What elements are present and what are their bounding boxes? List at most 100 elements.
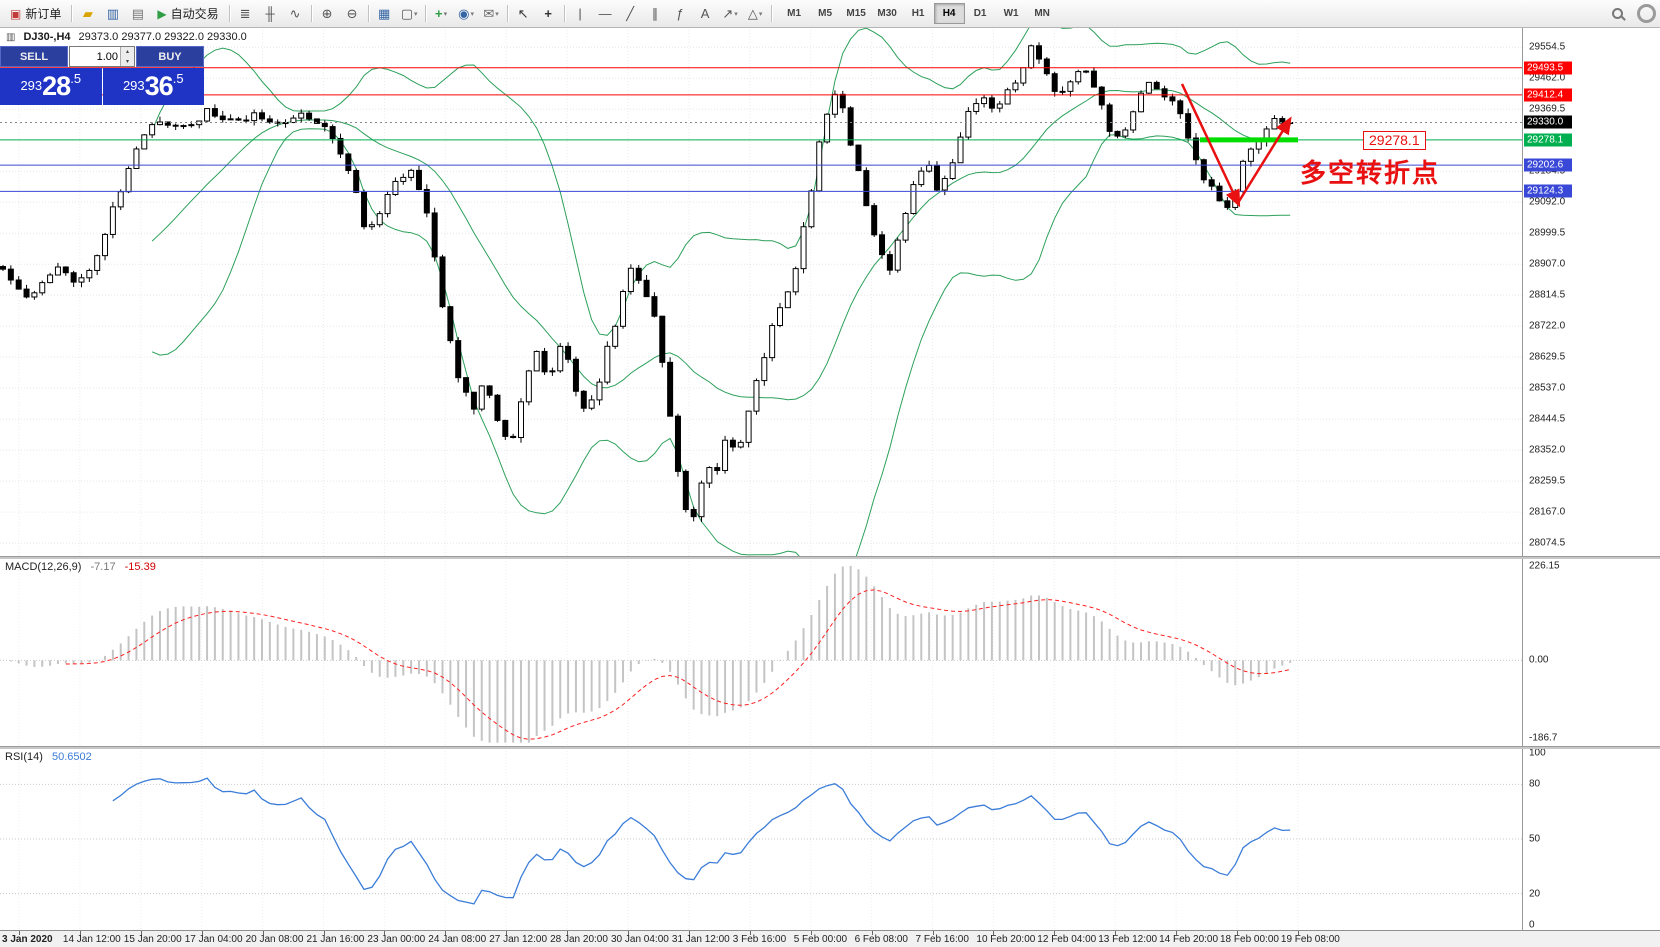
volume-input[interactable] xyxy=(70,47,120,66)
arrows-tool-icon[interactable]: ↗ ▾ xyxy=(722,5,738,21)
search-icon[interactable] xyxy=(1611,7,1625,21)
time-tick xyxy=(1115,931,1117,935)
horizontal-line-icon[interactable]: — xyxy=(598,6,612,21)
time-axis-label: 14 Jan 12:00 xyxy=(62,934,121,945)
price-digits: .5 xyxy=(70,71,82,86)
rsi-value: 50.6502 xyxy=(51,751,92,763)
macd-name: MACD(12,26,9) xyxy=(5,561,82,573)
price-axis-label: 28074.5 xyxy=(1529,537,1566,549)
candlestick-chart-type-icon[interactable]: ╫ xyxy=(265,6,275,21)
rsi-panel-canvas[interactable] xyxy=(0,748,1522,930)
toolbar-right-group xyxy=(1611,0,1656,27)
buy-price-display[interactable]: 29336.5 xyxy=(102,68,204,105)
time-axis-label: 13 Feb 12:00 xyxy=(1098,934,1158,945)
time-tick xyxy=(384,931,386,935)
time-axis-label: 5 Feb 00:00 xyxy=(793,934,848,945)
macd-main-value: -7.17 xyxy=(90,561,116,573)
macd-panel-canvas[interactable] xyxy=(0,558,1522,746)
timeframe-m30[interactable]: M30 xyxy=(877,8,897,19)
timeframe-h1[interactable]: H1 xyxy=(911,8,925,19)
time-tick xyxy=(79,931,81,935)
volume-up-button[interactable]: ▴ xyxy=(121,47,134,57)
price-axis[interactable]: 29554.529462.029369.529277.029184.529092… xyxy=(1522,27,1660,931)
price-annotation-box[interactable]: 29278.1 xyxy=(1363,131,1426,150)
time-axis-label: 28 Jan 20:00 xyxy=(550,934,608,945)
time-axis[interactable]: 3 Jan 2020 14 Jan 12:00 15 Jan 20:00 17 Jan… xyxy=(0,930,1660,947)
rsi-line xyxy=(112,777,1291,905)
new-order-icon: ▣ xyxy=(10,6,22,21)
community-icon[interactable] xyxy=(1637,4,1656,23)
time-tick xyxy=(445,931,447,935)
time-axis-label: 15 Jan 20:00 xyxy=(123,934,182,945)
timeframe-m1[interactable]: M1 xyxy=(787,8,802,19)
timeframe-m5[interactable]: M5 xyxy=(818,8,833,19)
crosshair-icon[interactable]: + xyxy=(544,6,552,21)
macd-signal-line xyxy=(65,589,1291,740)
chart-drawings[interactable] xyxy=(1180,83,1298,208)
profiles-icon[interactable]: ▰ xyxy=(82,5,93,21)
zoom-out-icon[interactable]: ⊖ xyxy=(346,5,358,21)
macd-axis-label: 0.00 xyxy=(1529,654,1549,666)
price-digits: 293 xyxy=(122,78,145,93)
timeframe-m15[interactable]: M15 xyxy=(846,8,866,19)
sell-button[interactable]: SELL xyxy=(0,46,68,67)
macd-label: MACD(12,26,9) -7.17 -15.39 xyxy=(5,561,156,573)
timeframe-d1[interactable]: D1 xyxy=(973,8,987,19)
time-axis-label: 19 Feb 08:00 xyxy=(1280,934,1340,945)
time-tick xyxy=(323,931,325,935)
macd-histogram xyxy=(9,565,1292,743)
toolbar-separator xyxy=(563,5,565,22)
navigator-icon[interactable]: ◉ ▾ xyxy=(458,5,475,21)
terminal-icon[interactable]: ▤ xyxy=(131,5,144,21)
trendline-icon[interactable]: ╱ xyxy=(626,5,635,21)
price-axis-label: 28352.0 xyxy=(1529,444,1566,456)
tile-windows-icon[interactable]: ▦ xyxy=(377,5,391,21)
horizontal-level-lines[interactable] xyxy=(0,67,1522,192)
time-tick xyxy=(19,931,20,935)
time-tick xyxy=(1054,931,1056,935)
time-tick xyxy=(262,931,264,935)
channel-icon[interactable]: ∥ xyxy=(651,5,659,21)
line-chart-type-icon[interactable]: ∿ xyxy=(289,5,301,21)
timeframe-mn[interactable]: MN xyxy=(1034,8,1050,19)
panel-separator[interactable] xyxy=(0,556,1660,559)
new-chart-icon[interactable]: + ▾ xyxy=(435,6,448,21)
price-axis-label: 29462.0 xyxy=(1529,72,1566,84)
vertical-line-icon[interactable]: | xyxy=(578,6,582,21)
cursor-icon[interactable]: ↖ xyxy=(517,5,529,21)
fibonacci-icon[interactable]: ƒ xyxy=(676,6,684,21)
time-tick xyxy=(628,931,629,935)
dropdown-caret-icon: ▾ xyxy=(470,10,475,18)
price-level-tag: 29412.4 xyxy=(1524,88,1572,102)
time-tick xyxy=(688,931,690,935)
turning-point-note[interactable]: 多空转折点 xyxy=(1300,158,1441,188)
autotrading-button-label: 自动交易 xyxy=(170,7,219,21)
toolbar: ▣ 新订单 ▰ ▥ ▤ ▶ 自动交易 ≣ ╫ ∿ ⊕ ⊖ ▦ ▢ ▾ + ▾ ◉ ▾ ✉ ▾ ↖ + | — ╱ ∥ ƒ A ↗ ▾ △ ▾ M1… xyxy=(0,0,1660,28)
price-axis-label: 28999.5 xyxy=(1529,227,1566,239)
timeframe-h4[interactable]: H4 xyxy=(933,3,965,24)
bar-chart-type-icon[interactable]: ≣ xyxy=(239,5,251,21)
alerts-icon[interactable]: ✉ ▾ xyxy=(483,5,499,21)
text-label-icon[interactable]: A xyxy=(700,6,710,21)
price-axis-label: 29554.5 xyxy=(1529,41,1566,53)
shapes-tool-icon[interactable]: △ ▾ xyxy=(747,5,763,21)
cascade-windows-icon[interactable]: ▢ ▾ xyxy=(400,5,418,21)
zoom-in-icon[interactable]: ⊕ xyxy=(321,5,333,21)
sell-price-display[interactable]: 29328.5 xyxy=(0,68,102,105)
buy-button[interactable]: BUY xyxy=(136,46,204,67)
macd-axis-label: -186.7 xyxy=(1529,732,1558,744)
bollinger-bands xyxy=(151,27,1291,556)
rsi-axis-label: 80 xyxy=(1529,778,1541,790)
autotrading-button[interactable]: ▶ 自动交易 xyxy=(150,2,225,25)
price-digits: .5 xyxy=(172,71,184,86)
time-axis-label: 30 Jan 04:00 xyxy=(611,934,669,945)
volume-down-button[interactable]: ▾ xyxy=(121,56,134,66)
timeframe-w1[interactable]: W1 xyxy=(1003,8,1019,19)
panel-separator[interactable] xyxy=(0,746,1660,749)
toolbar-separator xyxy=(310,5,312,22)
rsi-axis-label: 100 xyxy=(1529,747,1546,759)
new-order-button[interactable]: ▣ 新订单 xyxy=(3,2,68,25)
toolbar-separator xyxy=(424,5,426,22)
market-watch-icon[interactable]: ▥ xyxy=(106,5,119,21)
main-chart-canvas[interactable] xyxy=(0,27,1522,556)
